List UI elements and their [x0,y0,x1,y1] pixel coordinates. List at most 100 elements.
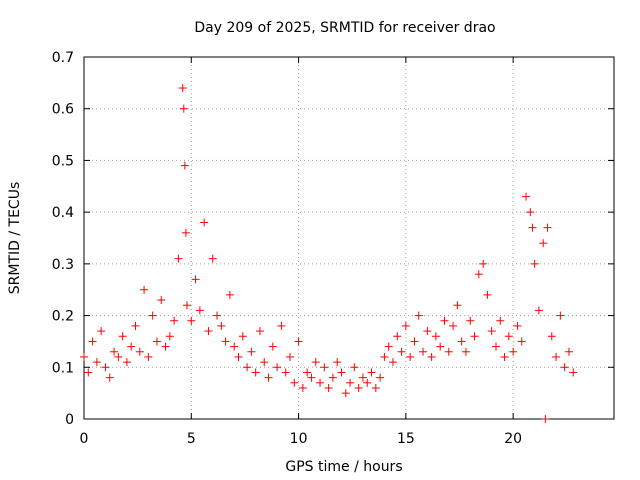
data-point [298,383,307,392]
data-point [127,342,136,351]
x-axis-label: GPS time / hours [285,459,402,475]
data-point [517,337,526,346]
y-tick-label: 0.4 [52,205,74,221]
data-point [470,332,479,341]
data-point [528,223,537,232]
data-point [234,352,243,361]
data-point [200,218,209,227]
data-point [419,347,428,356]
data-point [114,352,123,361]
grid-layer [84,57,614,419]
data-point [238,332,247,341]
data-point [427,352,436,361]
data-point [556,311,565,320]
data-point [350,363,359,372]
y-tick-label: 0.5 [52,153,74,169]
data-point [92,358,101,367]
data-point [161,342,170,351]
data-point [371,383,380,392]
x-tick-label: 0 [80,431,89,447]
points-layer [80,84,578,423]
data-point [384,342,393,351]
data-point [131,321,140,330]
data-point [316,378,325,387]
data-point [560,363,569,372]
data-point [491,342,500,351]
data-point [406,352,415,361]
data-point [260,358,269,367]
data-point [341,389,350,398]
data-point [105,373,114,382]
data-point [243,363,252,372]
data-point [522,192,531,201]
data-point [564,347,573,356]
data-point [208,254,217,263]
data-point [466,316,475,325]
data-point [165,332,174,341]
data-point [182,301,191,310]
data-point [397,347,406,356]
data-point [251,368,260,377]
data-point [144,352,153,361]
data-point [410,337,419,346]
data-point [547,332,556,341]
data-point [333,358,342,367]
x-tick-label: 5 [187,431,196,447]
data-point [88,337,97,346]
data-point [380,352,389,361]
data-point [320,363,329,372]
data-point [157,296,166,305]
data-point [526,208,535,217]
data-point [285,352,294,361]
y-tick-label: 0.2 [52,309,74,325]
data-point [97,327,106,336]
data-point [474,270,483,279]
data-point [513,321,522,330]
y-tick-label: 0.1 [52,360,74,376]
data-point [453,301,462,310]
data-point [534,306,543,315]
data-point [80,352,88,361]
data-point [101,363,110,372]
data-point [496,316,505,325]
data-point [449,321,458,330]
data-point [358,373,367,382]
data-point [457,337,466,346]
data-point [530,259,539,268]
data-point [140,285,149,294]
data-point [487,327,496,336]
chart-title: Day 209 of 2025, SRMTID for receiver dra… [194,20,495,36]
data-point [541,415,550,423]
data-point [179,104,188,113]
data-point [354,383,363,392]
data-point [436,342,445,351]
data-point [148,311,157,320]
data-point [221,337,230,346]
data-point [500,352,509,361]
data-point [337,368,346,377]
tick-layer: 0 0.1 0.2 0.3 0.4 0.5 0.6 0.7 0 5 10 15 20 [52,50,614,447]
data-point [328,373,337,382]
data-point [277,321,286,330]
data-point [152,337,161,346]
data-point [367,368,376,377]
data-point [135,347,144,356]
data-point [504,332,513,341]
data-point [363,378,372,387]
data-point [180,161,189,170]
data-point [217,321,226,330]
y-tick-label: 0.3 [52,257,74,273]
data-point [483,290,492,299]
data-point [552,352,561,361]
y-tick-label: 0.6 [52,102,74,118]
data-point [178,84,187,93]
data-point [195,306,204,315]
data-point [543,223,552,232]
data-point [393,332,402,341]
data-point [307,373,316,382]
data-point [118,332,127,341]
data-point [414,311,423,320]
y-tick-label: 0.7 [52,50,74,66]
data-point [303,368,312,377]
data-point [181,228,190,237]
